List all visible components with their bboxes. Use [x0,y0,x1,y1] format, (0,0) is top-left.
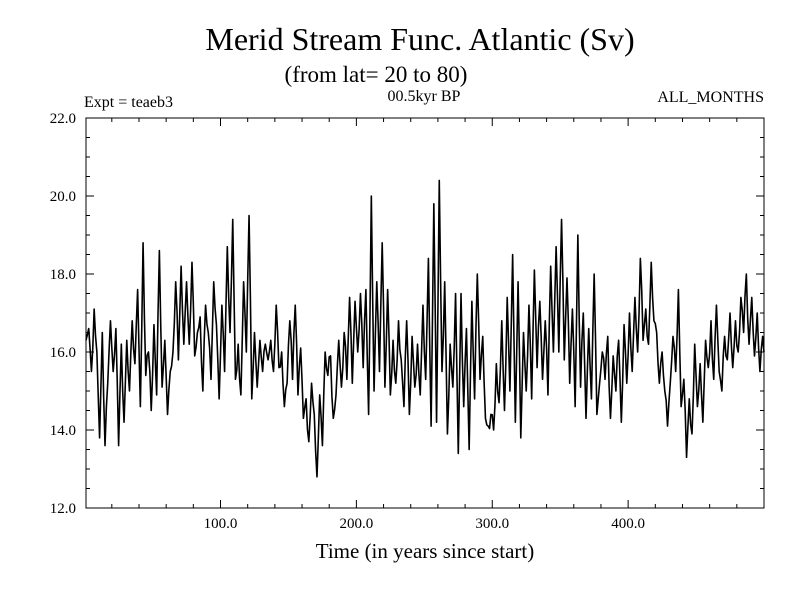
months-label: ALL_MONTHS [657,89,764,106]
x-tick-label: 100.0 [204,516,238,532]
x-tick-label: 200.0 [340,516,374,532]
y-tick-label: 14.0 [50,423,76,439]
x-tick-label: 300.0 [475,516,509,532]
y-tick-label: 12.0 [50,501,76,517]
experiment-label: Expt = teaeb3 [84,94,173,111]
series-line [85,179,765,478]
y-axis: 12.0 14.0 16.0 18.0 20.0 22.0 [50,111,764,517]
y-tick-label: 18.0 [50,267,76,283]
y-tick-label: 22.0 [50,111,76,127]
period-label: 00.5kyr BP [388,88,461,105]
chart-title: Merid Stream Func. Atlantic (Sv) [205,21,634,57]
x-axis-label: Time (in years since start) [316,539,535,563]
y-tick-label: 16.0 [50,345,76,361]
x-axis: 100.0 200.0 300.0 400.0 [111,118,738,532]
x-tick-label: 400.0 [611,516,645,532]
y-tick-label: 20.0 [50,189,76,205]
chart-subtitle: (from lat= 20 to 80) [285,62,468,87]
